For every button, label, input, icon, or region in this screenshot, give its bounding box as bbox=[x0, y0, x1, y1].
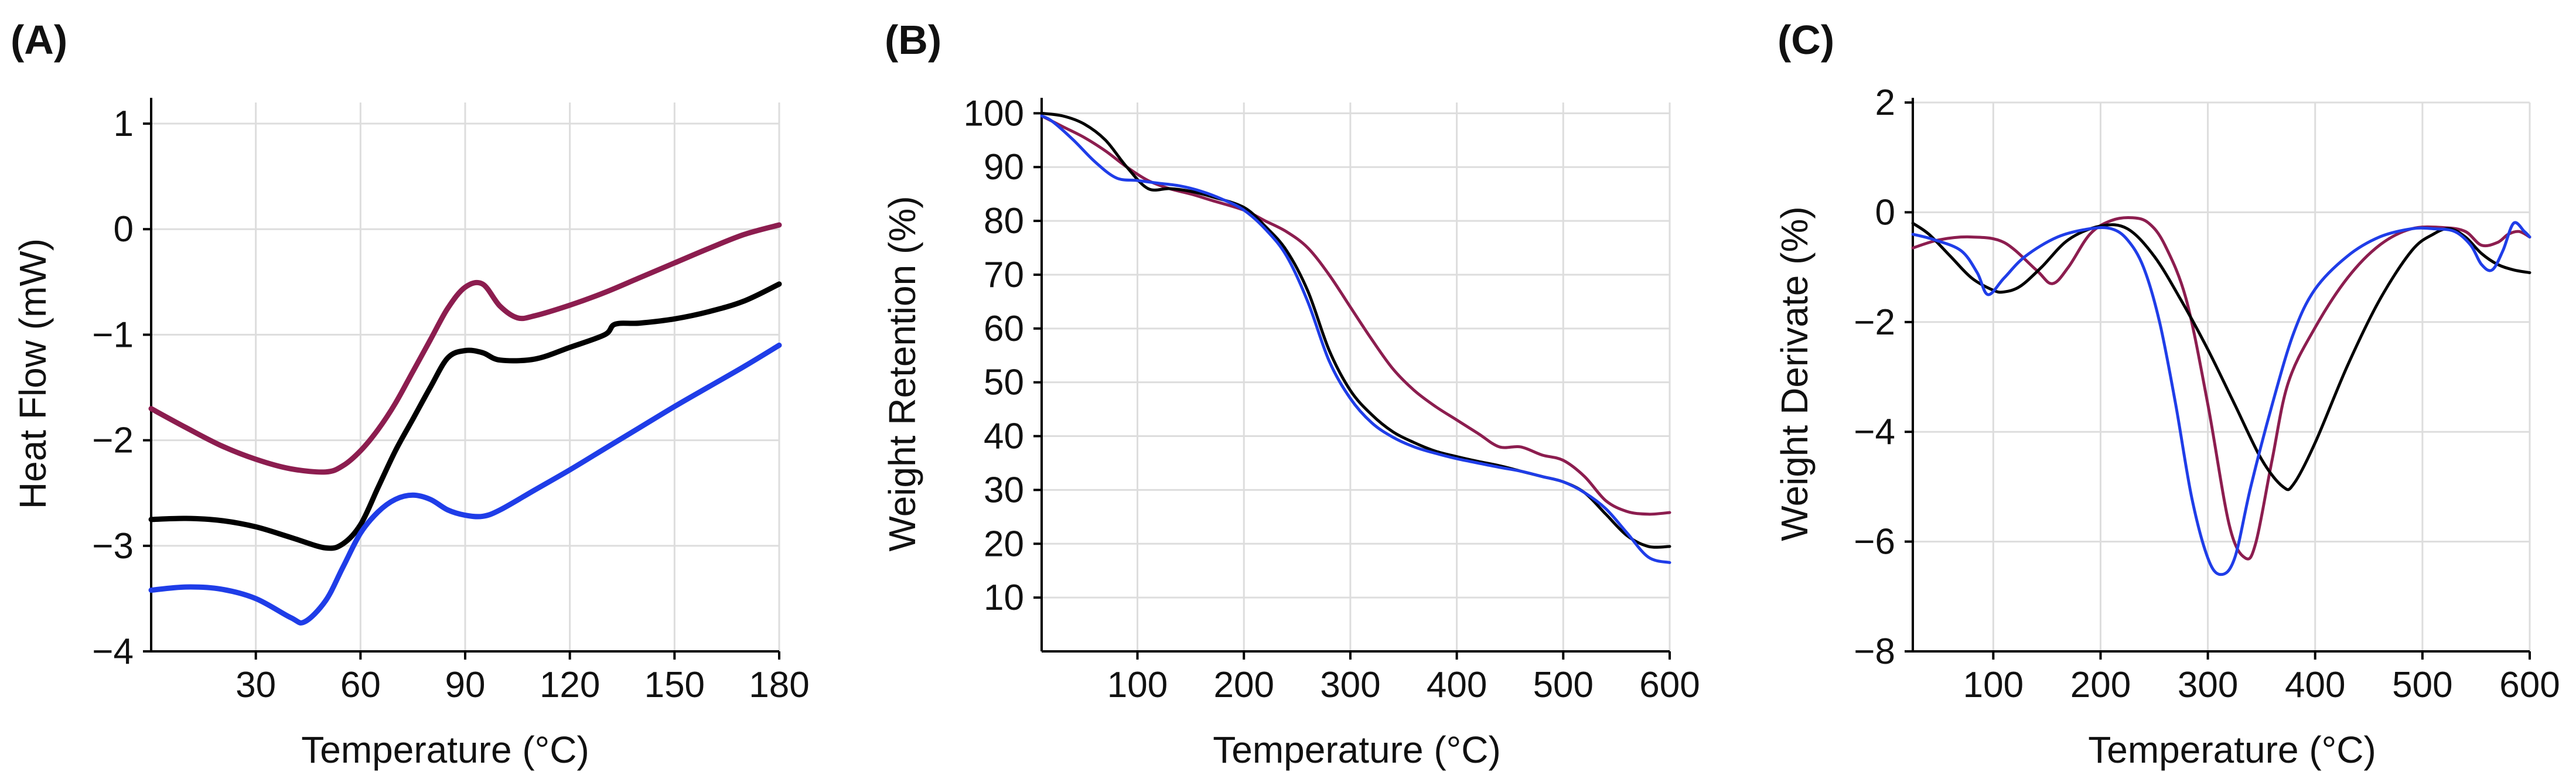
panel-a-x-tick-label: 90 bbox=[445, 665, 486, 705]
panel-c-x-tick-label: 300 bbox=[2178, 665, 2238, 705]
panel-b-x-tick-label: 400 bbox=[1427, 665, 1487, 705]
panel-a-y-tick-label: −4 bbox=[92, 631, 134, 672]
panel-c-y-tick-label: −4 bbox=[1854, 412, 1895, 452]
panel-b-label: (B) bbox=[885, 17, 941, 63]
panel-a-y-tick-label: −1 bbox=[92, 315, 134, 355]
panel-a-x-tick-label: 30 bbox=[236, 665, 276, 705]
panel-c-x-tick-label: 500 bbox=[2392, 665, 2452, 705]
panel-a-label: (A) bbox=[11, 17, 67, 63]
panel-c-series-blue-line bbox=[1911, 221, 2531, 576]
panel-b-y-tick-label: 60 bbox=[984, 309, 1024, 349]
panel-b-series-maroon-line bbox=[1040, 114, 1671, 516]
panel-a-x-axis-label: Temperature (°C) bbox=[301, 729, 589, 771]
panel-c-y-axis-label: Weight Derivate (%) bbox=[1773, 206, 1816, 541]
panel-b-x-tick-label: 500 bbox=[1533, 665, 1594, 705]
panel-c: (C) −8 −6 −4 −2 0 2 100 200 300 400 500 600 Tempera… bbox=[1773, 17, 2560, 771]
panel-b-y-tick-label: 70 bbox=[984, 255, 1024, 295]
panel-b-y-tick-label: 90 bbox=[984, 147, 1024, 187]
panel-a-y-tick-label: −2 bbox=[92, 421, 134, 461]
panel-b-y-tick-label: 30 bbox=[984, 470, 1024, 510]
panel-c-y-tick-label: −8 bbox=[1854, 631, 1895, 672]
panel-b-y-tick-label: 80 bbox=[984, 201, 1024, 241]
panel-c-x-tick-label: 100 bbox=[1963, 665, 2024, 705]
panel-b: (B) 10 20 30 40 50 60 70 80 90 100 100 200 300 400 500… bbox=[881, 17, 1700, 771]
panel-a-series-black-line bbox=[148, 281, 782, 551]
panel-c-y-tick-label: −6 bbox=[1854, 522, 1895, 562]
panel-a-x-tick-label: 120 bbox=[540, 665, 600, 705]
panel-b-y-axis-label: Weight Retention (%) bbox=[881, 196, 923, 551]
panel-b-y-tick-label: 20 bbox=[984, 524, 1024, 564]
panel-b-x-tick-label: 100 bbox=[1107, 665, 1168, 705]
panel-c-series-black-line bbox=[1911, 221, 2531, 491]
panel-c-series-maroon-line bbox=[1911, 216, 2531, 561]
panel-b-x-tick-label: 200 bbox=[1213, 665, 1274, 705]
panel-b-series-black-line bbox=[1040, 111, 1671, 549]
panel-b-x-tick-label: 300 bbox=[1320, 665, 1380, 705]
panel-a-x-tick-label: 180 bbox=[749, 665, 809, 705]
panel-c-x-axis-label: Temperature (°C) bbox=[2088, 729, 2376, 771]
panel-a-y-axis-label: Heat Flow (mW) bbox=[12, 238, 54, 509]
panel-a-y-tick-label: 0 bbox=[114, 209, 134, 250]
panel-a-series-maroon-line bbox=[148, 222, 782, 475]
panel-b-y-tick-label: 100 bbox=[964, 93, 1024, 134]
panel-c-x-tick-label: 400 bbox=[2285, 665, 2345, 705]
panel-a-x-tick-label: 60 bbox=[340, 665, 381, 705]
panel-a-x-tick-label: 150 bbox=[644, 665, 705, 705]
panel-c-y-tick-label: 0 bbox=[1875, 192, 1895, 233]
panel-b-y-tick-label: 40 bbox=[984, 416, 1024, 457]
panel-c-y-tick-label: 2 bbox=[1875, 83, 1895, 123]
panel-a-series-blue-line bbox=[148, 342, 782, 626]
panel-c-x-tick-label: 200 bbox=[2070, 665, 2131, 705]
panel-a-y-tick-label: 1 bbox=[114, 104, 134, 144]
panel-b-x-axis-label: Temperature (°C) bbox=[1213, 729, 1501, 771]
panel-c-label: (C) bbox=[1777, 17, 1834, 63]
panel-c-x-tick-label: 600 bbox=[2499, 665, 2560, 705]
panel-b-y-tick-label: 50 bbox=[984, 363, 1024, 403]
panel-a: (A) −4 −3 −2 −1 0 1 30 60 90 120 150 180 Temperatur… bbox=[11, 17, 810, 771]
panel-b-y-tick-label: 10 bbox=[984, 578, 1024, 618]
panel-b-series-blue-line bbox=[1040, 114, 1671, 564]
panel-a-y-tick-label: −3 bbox=[92, 526, 134, 566]
panel-b-x-tick-label: 600 bbox=[1639, 665, 1700, 705]
panel-c-y-tick-label: −2 bbox=[1854, 302, 1895, 343]
